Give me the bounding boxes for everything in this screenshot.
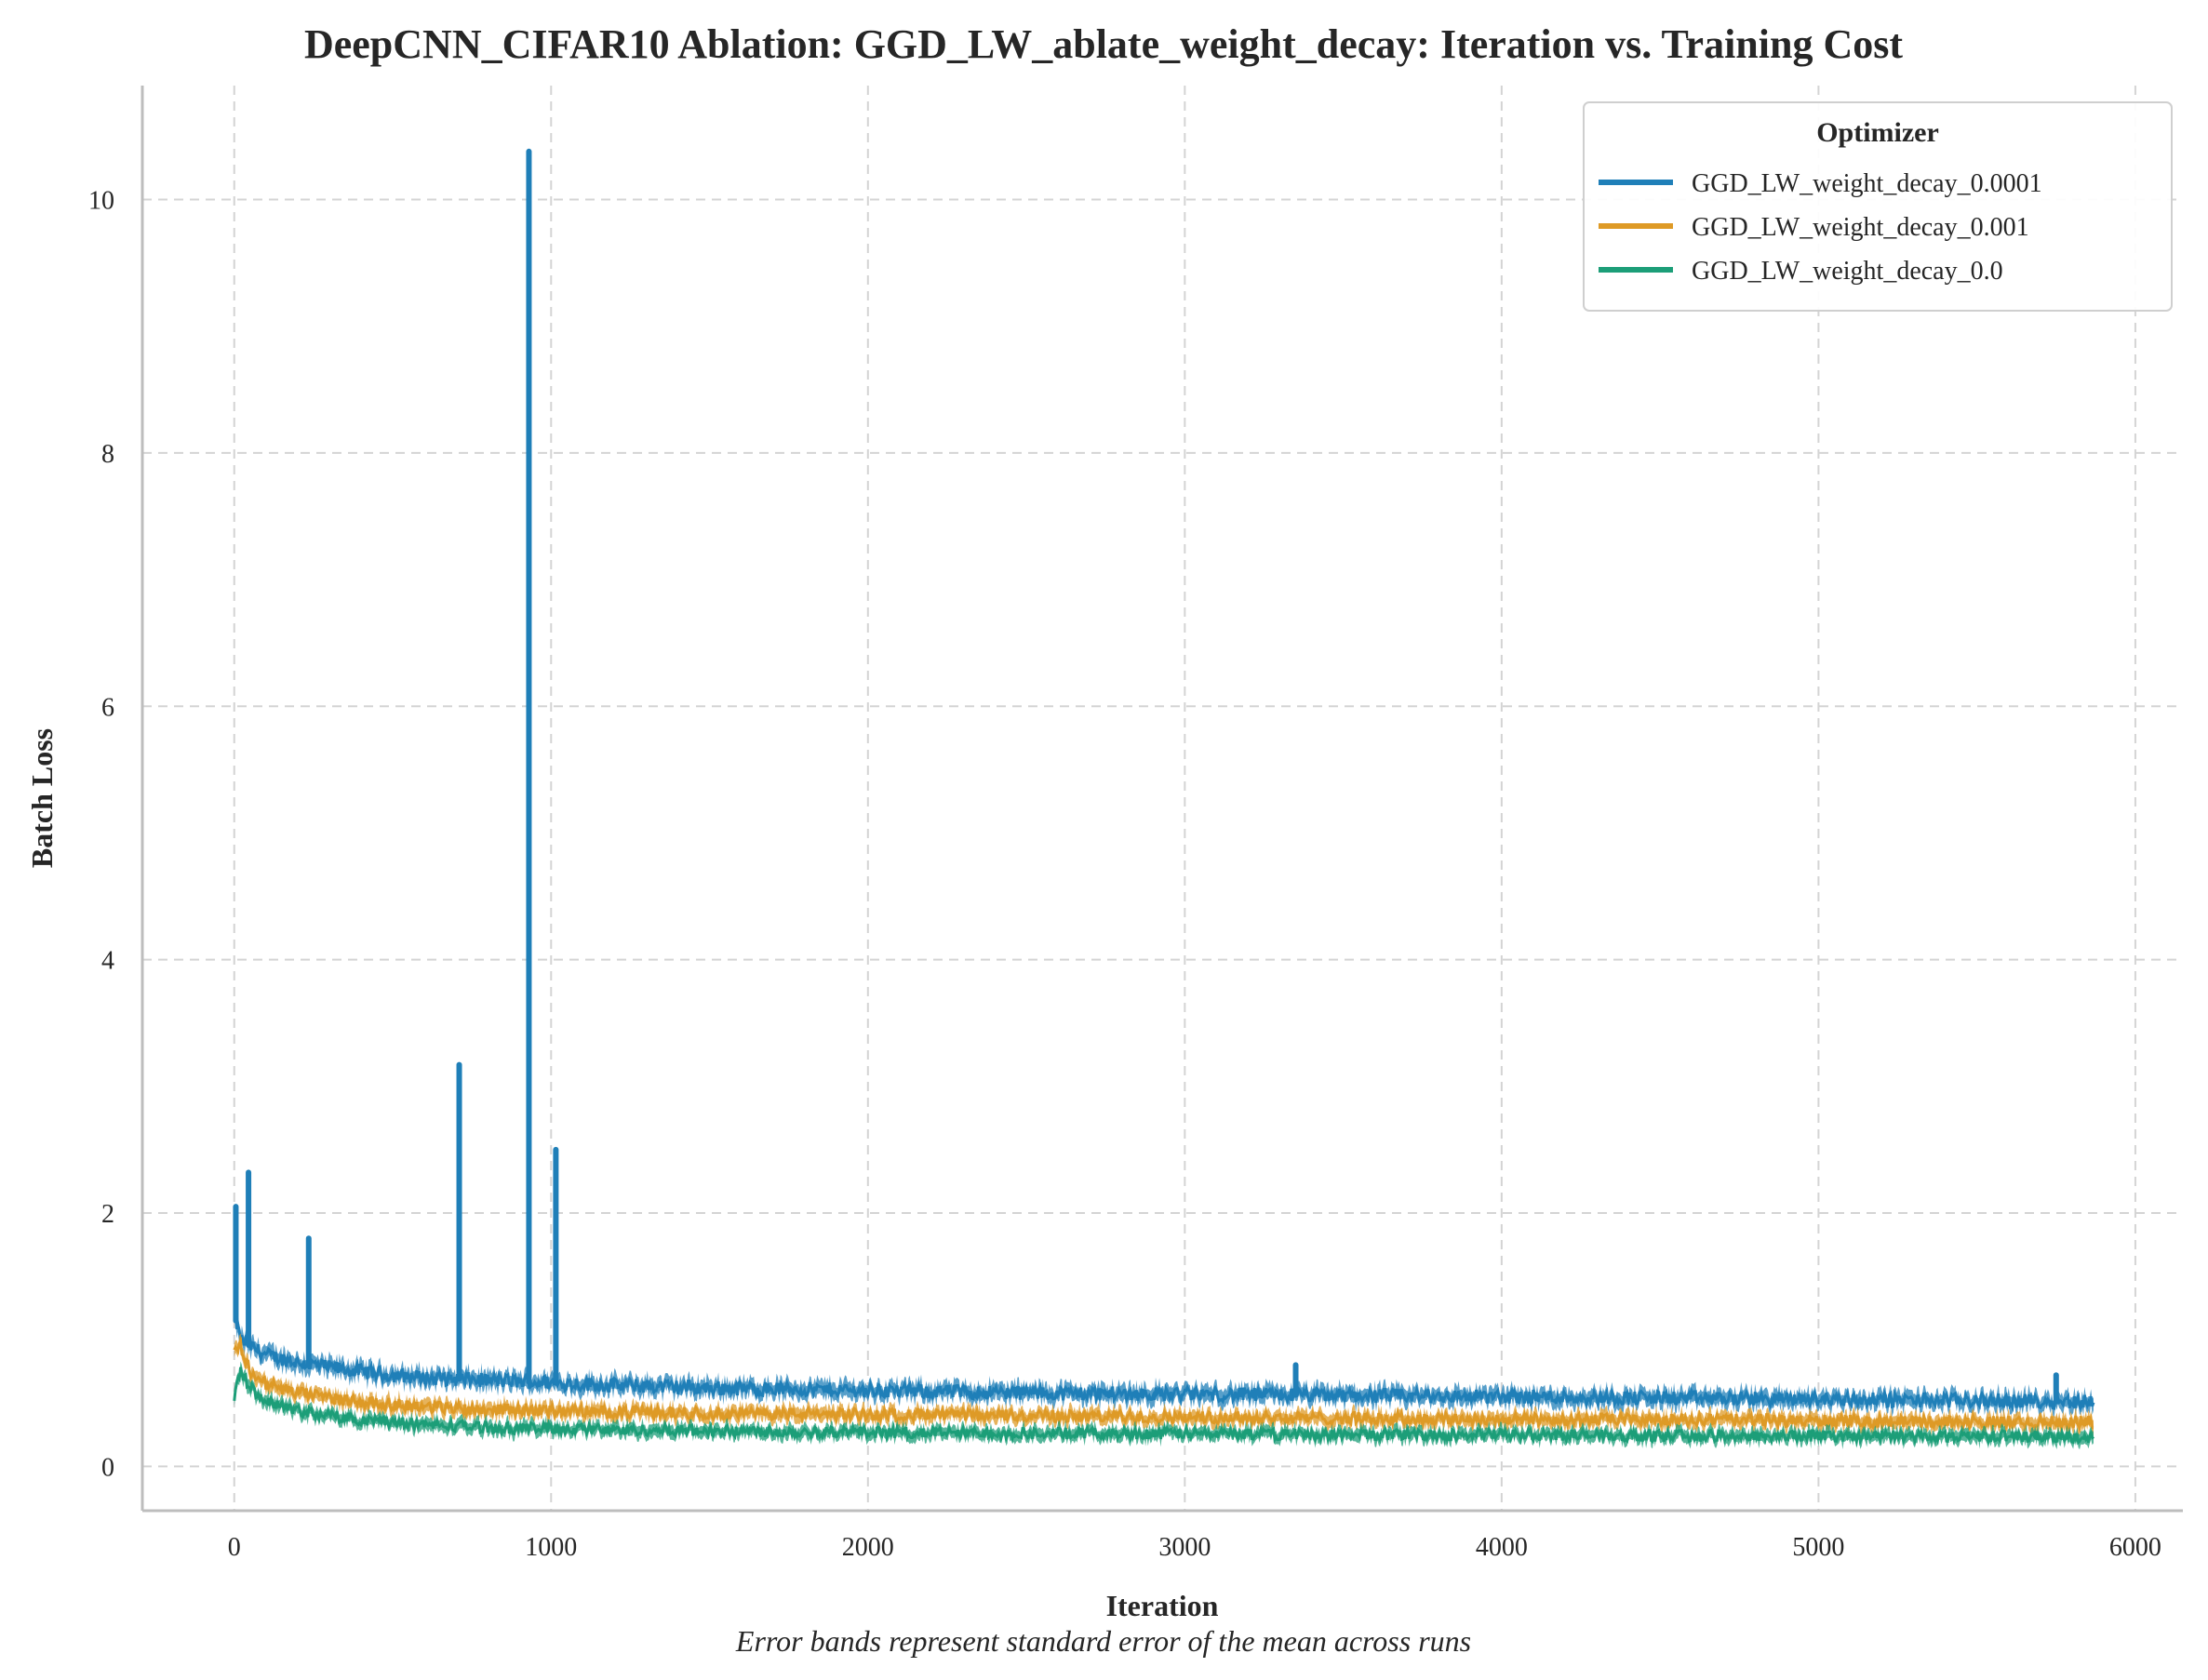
legend-title: Optimizer — [1816, 117, 1939, 148]
x-tick-label: 1000 — [525, 1533, 577, 1562]
x-tick-label: 0 — [228, 1533, 241, 1562]
y-axis-label: Batch Loss — [25, 728, 59, 868]
chart-caption: Error bands represent standard error of … — [735, 1624, 1471, 1658]
x-axis-label: Iteration — [1106, 1589, 1219, 1622]
grid — [142, 86, 2183, 1511]
legend-entry-label: GGD_LW_weight_decay_0.0001 — [1692, 169, 2042, 198]
series-line — [233, 1336, 2094, 1433]
x-tick-label: 4000 — [1476, 1533, 1528, 1562]
x-tick-label: 2000 — [842, 1533, 894, 1562]
y-tick-label: 4 — [101, 947, 114, 976]
series-0 — [233, 148, 2095, 1419]
x-tick-label: 6000 — [2109, 1533, 2161, 1562]
x-tick-labels: 0 1000 2000 3000 4000 5000 6000 — [228, 1533, 2161, 1562]
series-2 — [233, 1361, 2095, 1450]
y-tick-label: 0 — [101, 1453, 114, 1482]
series-band — [234, 1333, 2094, 1437]
y-tick-labels: 0 2 4 6 8 10 — [88, 187, 114, 1483]
series-1 — [233, 1333, 2094, 1437]
series-layer — [233, 148, 2095, 1450]
chart-title: DeepCNN_CIFAR10 Ablation: GGD_LW_ablate_… — [304, 21, 1903, 67]
x-tick-label: 5000 — [1792, 1533, 1844, 1562]
legend-box — [1583, 101, 2173, 312]
series-line — [234, 1311, 2095, 1413]
legend-entry-label: GGD_LW_weight_decay_0.0 — [1692, 257, 2003, 286]
y-tick-label: 2 — [101, 1200, 114, 1229]
y-tick-label: 6 — [101, 693, 114, 722]
x-tick-label: 3000 — [1158, 1533, 1211, 1562]
legend: Optimizer GGD_LW_weight_decay_0.0001 GGD_… — [1583, 101, 2173, 312]
y-tick-label: 10 — [88, 187, 114, 216]
legend-entry-label: GGD_LW_weight_decay_0.001 — [1692, 213, 2029, 242]
series-line — [233, 1367, 2095, 1447]
y-tick-label: 8 — [101, 440, 114, 469]
